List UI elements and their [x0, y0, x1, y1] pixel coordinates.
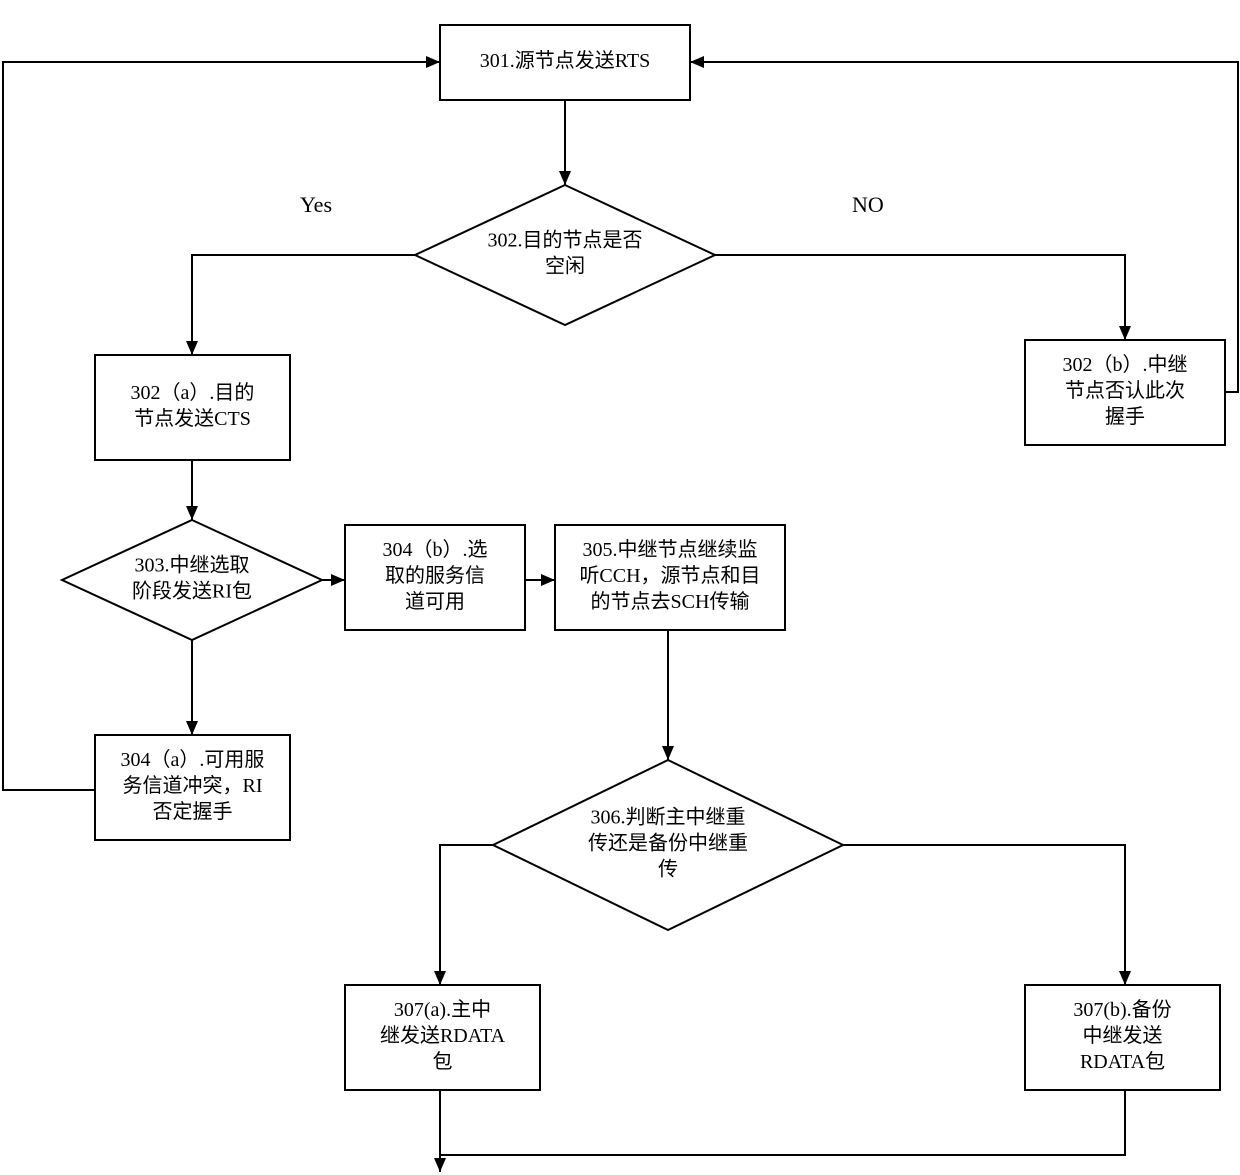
edge [186, 460, 198, 520]
arrowhead-icon [186, 721, 198, 735]
edge [186, 640, 198, 735]
arrowhead-icon [559, 171, 571, 185]
arrowhead-icon [541, 574, 555, 586]
node-n304a-line1: 务信道冲突，RI [123, 774, 263, 797]
edge [186, 255, 415, 355]
node-d303-line1: 阶段发送RI包 [132, 580, 252, 603]
node-n304b-line1: 取的服务信 [385, 564, 485, 587]
arrowhead-icon [662, 746, 674, 760]
node-n307b-line0: 307(b).备份 [1073, 998, 1171, 1021]
branch-label-no: NO [852, 192, 884, 217]
arrowhead-icon [331, 574, 345, 586]
node-d303: 303.中继选取阶段发送RI包 [62, 520, 322, 640]
node-n302a: 302（a）.目的节点发送CTS [95, 355, 290, 460]
node-n304a-line0: 304（a）.可用服 [121, 748, 265, 771]
edge [843, 845, 1131, 985]
node-n305-line2: 的节点去SCH传输 [591, 590, 750, 613]
node-n305-line0: 305.中继节点继续监 [583, 538, 758, 561]
node-d306: 306.判断主中继重传还是备份中继重传 [493, 760, 843, 930]
node-n305: 305.中继节点继续监听CCH，源节点和目的节点去SCH传输 [555, 525, 785, 630]
arrowhead-icon [186, 341, 198, 355]
arrowhead-icon [1119, 326, 1131, 340]
node-d303-line0: 303.中继选取 [135, 554, 250, 577]
arrowhead-icon [426, 56, 440, 68]
node-n307a: 307(a).主中继发送RDATA 包 [345, 985, 540, 1090]
arrowhead-icon [434, 971, 446, 985]
node-n302b: 302（b）.中继节点否认此次握手 [1025, 340, 1225, 445]
node-d306-line1: 传还是备份中继重 [588, 832, 748, 855]
edge [434, 1090, 446, 1172]
edge [662, 630, 674, 760]
node-n307b-line1: 中继发送 [1083, 1024, 1163, 1047]
node-n304b-line2: 道可用 [405, 590, 465, 613]
edge [434, 845, 493, 985]
node-n301: 301.源节点发送RTS [440, 25, 690, 100]
node-d302: 302.目的节点是否空闲 [415, 185, 715, 325]
edge [525, 574, 555, 586]
node-d302-line1: 空闲 [545, 255, 585, 278]
node-n307a-line1: 继发送RDATA [380, 1024, 506, 1047]
node-n302b-line1: 节点否认此次 [1065, 379, 1185, 402]
arrowhead-icon [434, 1158, 446, 1172]
node-n307a-line2: 包 [433, 1050, 453, 1073]
node-d306-line0: 306.判断主中继重 [591, 806, 746, 829]
node-n302b-line2: 握手 [1105, 405, 1145, 428]
arrowhead-icon [186, 506, 198, 520]
edge [715, 255, 1131, 340]
node-n307b: 307(b).备份中继发送 RDATA包 [1025, 985, 1220, 1090]
node-n302a-line0: 302（a）.目的 [131, 381, 255, 404]
arrowhead-icon [690, 56, 704, 68]
node-n307b-line2: RDATA包 [1080, 1050, 1165, 1073]
edge [440, 1090, 1125, 1155]
node-n304a: 304（a）.可用服务信道冲突，RI 否定握手 [95, 735, 290, 840]
node-n302a-line1: 节点发送CTS [134, 407, 251, 430]
node-d306-line2: 传 [658, 858, 678, 881]
node-n304b: 304（b）.选取的服务信道可用 [345, 525, 525, 630]
node-n304a-line2: 否定握手 [153, 800, 233, 823]
node-n307a-line0: 307(a).主中 [394, 998, 491, 1021]
node-n301-line0: 301.源节点发送RTS [480, 49, 650, 72]
node-n304b-line0: 304（b）.选 [383, 538, 488, 561]
node-n302b-line0: 302（b）.中继 [1063, 353, 1188, 376]
node-n305-line1: 听CCH，源节点和目 [579, 564, 760, 587]
edge [559, 100, 571, 185]
node-d302-line0: 302.目的节点是否 [488, 229, 643, 252]
edge [322, 574, 345, 586]
arrowhead-icon [1119, 971, 1131, 985]
branch-label-yes: Yes [300, 192, 332, 217]
